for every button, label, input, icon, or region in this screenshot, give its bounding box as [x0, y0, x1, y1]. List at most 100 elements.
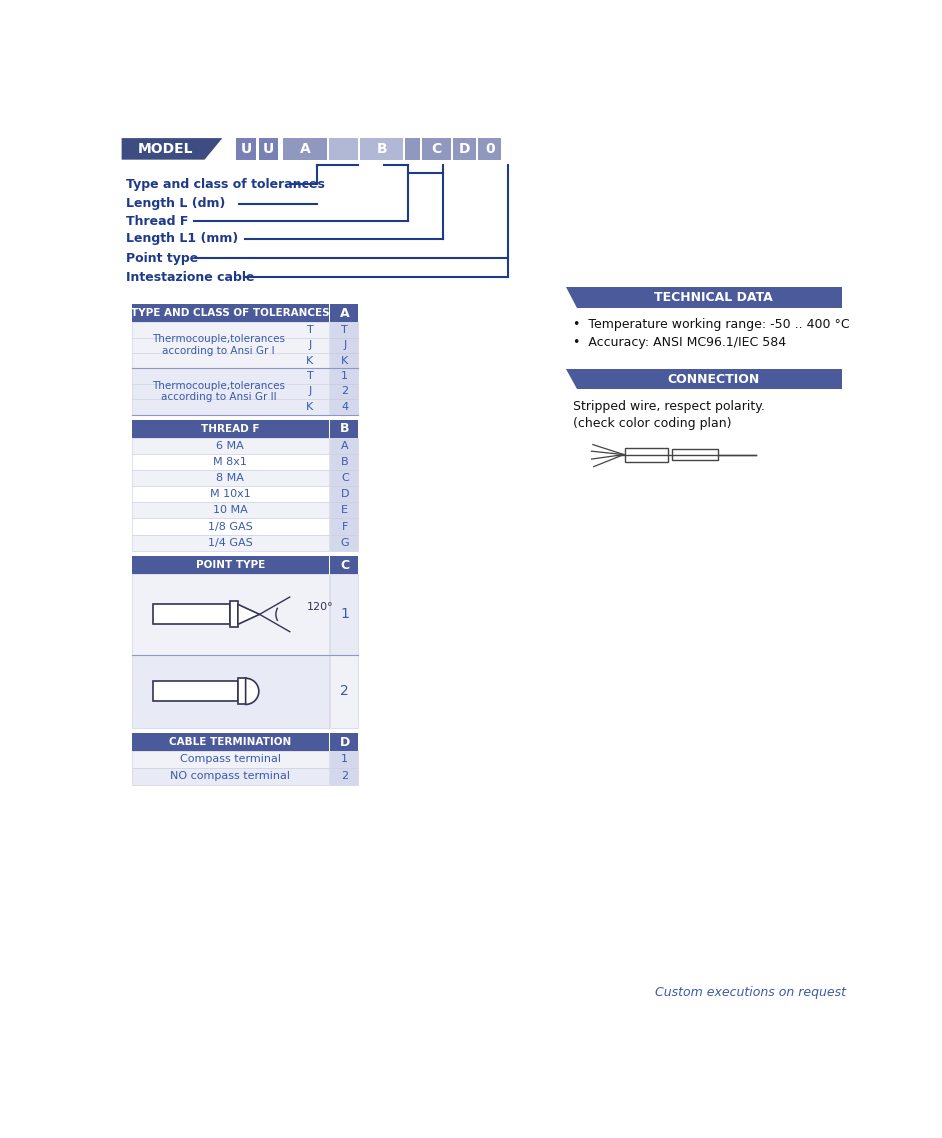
Text: •  Accuracy: ANSI MC96.1/IEC 584: • Accuracy: ANSI MC96.1/IEC 584 — [574, 337, 787, 349]
Bar — [153, 604, 230, 625]
Bar — [132, 733, 330, 751]
Text: NO compass terminal: NO compass terminal — [171, 772, 290, 782]
Text: U: U — [240, 142, 252, 156]
Text: CONNECTION: CONNECTION — [668, 372, 760, 386]
Bar — [330, 322, 358, 338]
Bar — [132, 654, 330, 728]
Bar — [330, 384, 358, 399]
Text: 1: 1 — [340, 608, 349, 621]
Text: 8 MA: 8 MA — [216, 473, 244, 483]
Bar — [132, 519, 330, 535]
Text: B: B — [340, 422, 349, 435]
Text: D: D — [341, 489, 349, 500]
Text: Compass terminal: Compass terminal — [180, 754, 281, 765]
Text: 10 MA: 10 MA — [213, 505, 248, 516]
Bar — [422, 138, 451, 159]
Text: (check color coding plan): (check color coding plan) — [574, 417, 732, 429]
Bar — [330, 438, 358, 454]
Text: 4: 4 — [341, 402, 349, 412]
Text: T: T — [306, 324, 314, 335]
Bar — [259, 138, 278, 159]
Bar — [330, 535, 358, 551]
Bar — [361, 138, 403, 159]
Text: C: C — [431, 142, 442, 156]
Text: B: B — [341, 456, 349, 467]
Text: 6 MA: 6 MA — [217, 440, 244, 451]
Text: MODEL: MODEL — [138, 142, 193, 156]
Bar — [330, 733, 358, 751]
Bar — [132, 322, 330, 369]
Text: Type and class of tolerances: Type and class of tolerances — [125, 178, 324, 191]
Text: 1: 1 — [341, 754, 349, 765]
Text: C: C — [341, 473, 349, 483]
Bar — [132, 454, 330, 470]
Polygon shape — [238, 604, 260, 625]
Text: C: C — [340, 559, 349, 571]
Bar — [132, 470, 330, 486]
Text: Custom executions on request: Custom executions on request — [656, 987, 846, 999]
Bar — [453, 138, 476, 159]
Text: K: K — [341, 356, 349, 365]
Text: TECHNICAL DATA: TECHNICAL DATA — [655, 291, 773, 304]
Bar — [132, 369, 330, 414]
Text: •  Temperature working range: -50 .. 400 °C: • Temperature working range: -50 .. 400 … — [574, 318, 850, 331]
Text: A: A — [340, 307, 349, 320]
Text: D: D — [459, 142, 470, 156]
Bar — [330, 768, 358, 785]
Text: 0: 0 — [485, 142, 495, 156]
Bar — [672, 450, 719, 460]
Bar — [330, 369, 358, 384]
Bar — [330, 502, 358, 519]
Text: CABLE TERMINATION: CABLE TERMINATION — [169, 737, 291, 748]
Text: TYPE AND CLASS OF TOLERANCES: TYPE AND CLASS OF TOLERANCES — [131, 308, 330, 319]
Text: K: K — [306, 356, 314, 365]
Bar — [230, 601, 238, 627]
Bar — [330, 305, 358, 322]
Text: A: A — [300, 142, 310, 156]
Bar — [132, 556, 330, 574]
Bar — [330, 399, 358, 414]
Text: 1/4 GAS: 1/4 GAS — [208, 538, 252, 547]
Text: 1: 1 — [341, 371, 349, 381]
Text: 2: 2 — [340, 684, 349, 699]
Bar — [238, 678, 246, 704]
Text: J: J — [343, 340, 347, 351]
Text: D: D — [340, 735, 349, 749]
Text: G: G — [340, 538, 349, 547]
Text: M 8x1: M 8x1 — [213, 456, 247, 467]
Bar — [330, 751, 358, 768]
Text: K: K — [306, 402, 314, 412]
Text: A: A — [341, 440, 349, 451]
Bar — [153, 682, 238, 701]
Text: M 10x1: M 10x1 — [210, 489, 251, 500]
Bar — [132, 751, 330, 768]
Bar — [132, 502, 330, 519]
Text: 1/8 GAS: 1/8 GAS — [208, 521, 252, 531]
Bar — [132, 438, 330, 454]
Bar — [479, 138, 501, 159]
Text: THREAD F: THREAD F — [201, 423, 259, 434]
Text: Point type: Point type — [125, 251, 198, 265]
Text: T: T — [306, 371, 314, 381]
Polygon shape — [122, 138, 222, 159]
Bar — [330, 470, 358, 486]
Bar — [283, 138, 327, 159]
Bar — [132, 535, 330, 551]
Text: 2: 2 — [341, 772, 349, 782]
Text: J: J — [308, 340, 312, 351]
Bar — [330, 138, 358, 159]
Bar — [330, 654, 358, 728]
Bar — [330, 338, 358, 353]
Text: U: U — [263, 142, 274, 156]
Bar — [236, 138, 255, 159]
Text: B: B — [376, 142, 387, 156]
Bar — [625, 447, 668, 462]
Polygon shape — [566, 369, 842, 389]
Text: 2: 2 — [341, 387, 349, 396]
Text: Stripped wire, respect polarity.: Stripped wire, respect polarity. — [574, 399, 765, 413]
Bar — [132, 486, 330, 502]
Bar — [330, 574, 358, 654]
Text: Length L1 (mm): Length L1 (mm) — [125, 232, 237, 246]
Text: Intestazione cable: Intestazione cable — [125, 271, 254, 284]
Text: Thermocouple,tolerances
according to Ansi Gr I: Thermocouple,tolerances according to Ans… — [152, 335, 285, 356]
